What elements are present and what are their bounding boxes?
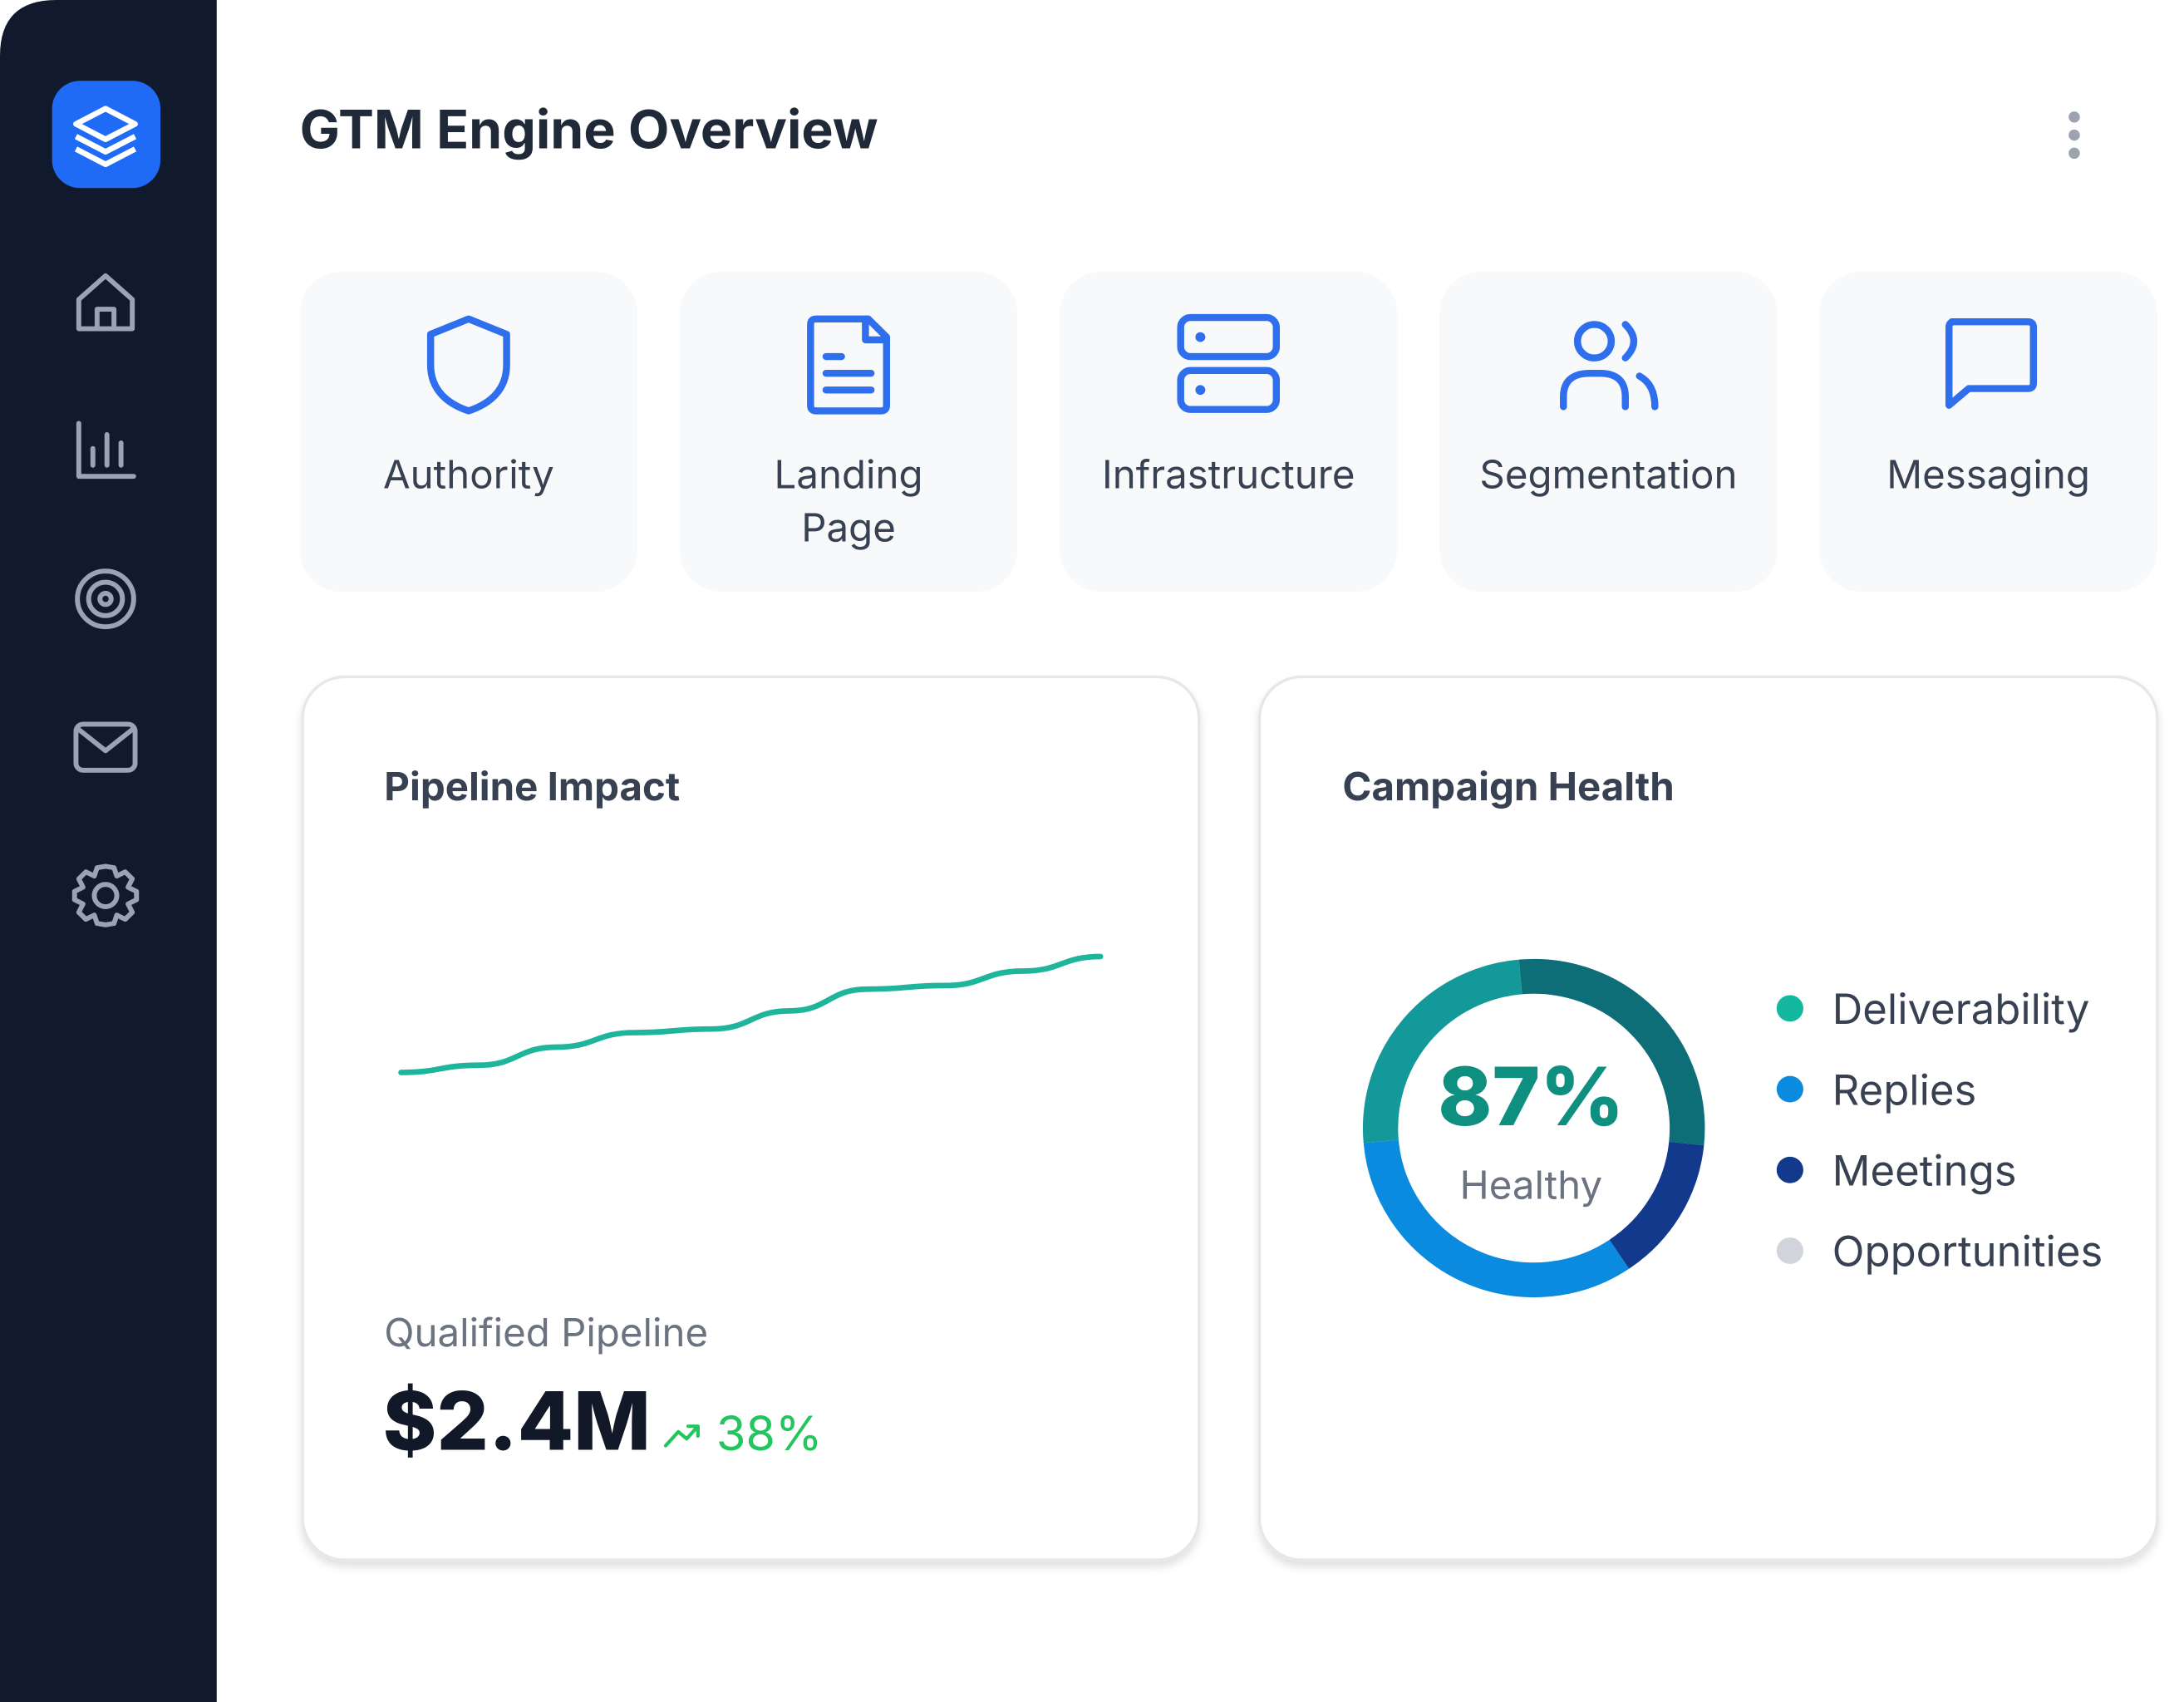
more-menu[interactable] — [2068, 111, 2080, 160]
legend-label: Opportunities — [1832, 1227, 2103, 1277]
legend-label: Meetings — [1832, 1146, 2017, 1197]
cards — [299, 271, 2157, 593]
users-icon — [1560, 321, 1659, 411]
server-icon — [1177, 313, 1281, 413]
donut-segment — [1609, 1141, 1704, 1269]
legend-dot — [1776, 995, 1803, 1022]
donut-center-value: 87% — [1438, 1046, 1624, 1144]
nav-targets[interactable] — [75, 568, 136, 630]
donut-center-label: Healthy — [1460, 1162, 1603, 1209]
server-dots — [1195, 332, 1206, 396]
legend-dot — [1776, 1075, 1803, 1103]
card-label: Infrastructure — [1102, 451, 1355, 499]
donut-segment — [1363, 959, 1522, 1144]
logo[interactable] — [52, 81, 161, 189]
pipeline-line — [398, 953, 1104, 1075]
card-label: Segmentation — [1479, 451, 1737, 499]
card[interactable] — [1439, 271, 1778, 593]
metric-value: $2.4M — [383, 1371, 651, 1469]
nav-settings[interactable] — [71, 863, 140, 927]
card-label: Page — [801, 504, 896, 552]
nav-home[interactable] — [76, 273, 135, 332]
legend-dot — [1776, 1156, 1803, 1183]
card[interactable] — [679, 271, 1018, 593]
panel-title: Campaign Health — [1342, 763, 1674, 810]
card[interactable] — [1060, 271, 1398, 593]
card-label: Authority — [383, 451, 554, 499]
card-label: Landing — [775, 451, 923, 499]
sidebar — [0, 0, 217, 1702]
legend-label: Replies — [1832, 1065, 1977, 1116]
trend-icon — [663, 1424, 700, 1448]
logo-icon — [73, 106, 138, 168]
document-icon — [807, 315, 891, 415]
panel-title: Pipeline Impact — [384, 763, 680, 810]
nav-analytics[interactable] — [76, 421, 136, 480]
card-label: Messaging — [1886, 451, 2090, 499]
pipeline-panel — [301, 675, 1201, 1562]
legend-dot — [1776, 1237, 1803, 1264]
donut-segment — [1518, 958, 1705, 1146]
nav-mail[interactable] — [73, 721, 138, 773]
donut-segment — [1363, 1139, 1630, 1298]
health-panel — [1257, 675, 2159, 1562]
legend-label: Deliverability — [1832, 984, 2090, 1035]
metric-label: Qualified Pipeline — [384, 1309, 708, 1356]
shield-icon — [426, 315, 510, 415]
message-icon — [1945, 317, 2038, 409]
card[interactable] — [1819, 271, 2157, 593]
card[interactable] — [299, 271, 638, 593]
metric-change: 38% — [716, 1404, 823, 1462]
page-title: GTM Engine Overview — [300, 98, 878, 162]
